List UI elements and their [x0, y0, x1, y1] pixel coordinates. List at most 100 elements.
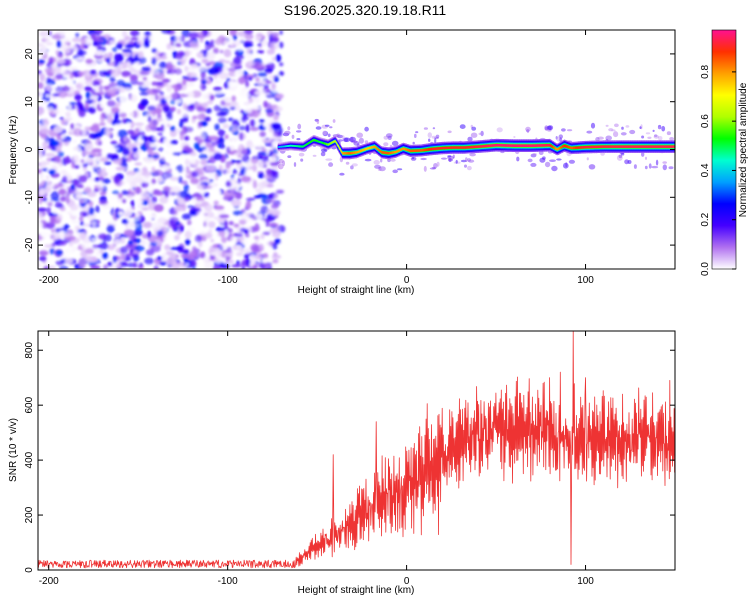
noise-blob: [38, 188, 46, 196]
ridge-segment: [530, 144, 533, 147]
ridge-segment: [646, 145, 649, 148]
ridge-segment: [453, 146, 456, 149]
noise-blob: [109, 40, 117, 45]
noise-blob: [38, 82, 44, 89]
ridge-halo: [325, 158, 333, 161]
noise-blob: [218, 179, 228, 188]
noise-blob: [39, 171, 44, 180]
ridge-segment: [573, 146, 576, 150]
ridge-segment: [496, 143, 499, 147]
noise-blob: [258, 172, 265, 179]
noise-blob: [195, 234, 202, 243]
noise-blob: [127, 56, 137, 63]
noise-blob: [261, 263, 272, 269]
noise-blob: [218, 230, 226, 237]
y-tick-label: 600: [24, 396, 35, 413]
noise-blob: [125, 170, 137, 176]
noise-blob: [263, 121, 269, 128]
ridge-halo: [287, 126, 291, 131]
spectrogram-x-ticks: -200 -100 0 100: [39, 30, 594, 286]
noise-blob: [245, 80, 250, 88]
noise-blob: [226, 139, 236, 146]
noise-blob: [135, 238, 141, 244]
ridge-segment: [442, 146, 445, 150]
ridge-halo: [321, 148, 328, 153]
ridge-segment: [449, 146, 452, 149]
noise-blob: [234, 70, 244, 78]
ridge-segment: [660, 145, 663, 148]
colorbar-frame: [711, 29, 737, 270]
ridge-segment: [465, 146, 468, 149]
noise-blob: [129, 222, 139, 228]
ridge-segment: [526, 144, 529, 147]
ridge-segment: [333, 139, 336, 143]
ridge-halo: [618, 154, 623, 159]
noise-blob: [71, 37, 82, 43]
noise-blob: [118, 211, 124, 216]
noise-blob: [224, 60, 231, 64]
noise-blob: [52, 155, 62, 164]
noise-blob: [102, 167, 106, 176]
ridge-halo: [527, 158, 533, 163]
noise-blob: [97, 233, 107, 240]
noise-blob: [59, 265, 69, 269]
ridge-segment: [376, 146, 379, 151]
noise-blob: [63, 70, 71, 80]
noise-blob: [239, 132, 244, 141]
ridge-segment: [326, 143, 329, 146]
ridge-segment: [331, 140, 334, 144]
ridge-halo: [641, 151, 645, 157]
noise-blob: [113, 53, 122, 62]
noise-blob: [137, 130, 146, 137]
noise-blob: [213, 152, 223, 161]
y-tick-label: 20: [24, 48, 35, 60]
noise-blob: [134, 162, 142, 166]
noise-blob: [99, 191, 107, 196]
ridge-segment: [649, 145, 653, 148]
noise-blob: [113, 145, 124, 149]
ridge-segment: [653, 145, 656, 148]
noise-blob: [95, 205, 100, 213]
ridge-halo: [349, 136, 356, 143]
noise-blob: [123, 136, 129, 142]
ridge-segment: [428, 148, 431, 151]
noise-blob: [121, 266, 126, 269]
noise-blob: [257, 72, 268, 77]
ridge-segment: [551, 145, 554, 149]
ridge-segment: [284, 145, 288, 148]
ridge-segment: [605, 145, 608, 148]
noise-blob: [156, 81, 164, 86]
ridge-segment: [406, 148, 409, 152]
noise-blob: [67, 105, 73, 110]
noise-blob: [172, 152, 182, 156]
noise-blob: [49, 248, 55, 255]
noise-blob: [223, 220, 228, 228]
noise-blob: [100, 112, 107, 119]
noise-blob: [255, 256, 265, 260]
ridge-segment: [549, 143, 553, 148]
colorbar-tick-label: 0.8: [700, 64, 711, 78]
ridge-segment: [408, 149, 411, 153]
noise-blob: [152, 154, 160, 159]
noise-blob: [184, 230, 192, 239]
noise-blob: [91, 94, 99, 100]
ridge-segment: [607, 145, 610, 148]
noise-blob: [179, 120, 184, 129]
ridge-halo: [625, 125, 630, 128]
ridge-segment: [614, 145, 617, 148]
ridge-halo: [611, 129, 616, 132]
noise-blob: [140, 80, 151, 88]
ridge-halo: [329, 126, 333, 129]
ridge-halo: [297, 123, 302, 130]
noise-blob: [84, 255, 94, 263]
ridge-halo: [387, 158, 391, 163]
noise-blob: [206, 164, 216, 172]
ridge-segment: [648, 145, 651, 148]
noise-blob: [210, 238, 215, 243]
noise-blob: [85, 71, 91, 77]
ridge-halo: [287, 155, 292, 159]
ridge-segment: [410, 149, 413, 153]
ridge-segment: [369, 146, 372, 150]
y-tick-label: -10: [24, 190, 35, 205]
